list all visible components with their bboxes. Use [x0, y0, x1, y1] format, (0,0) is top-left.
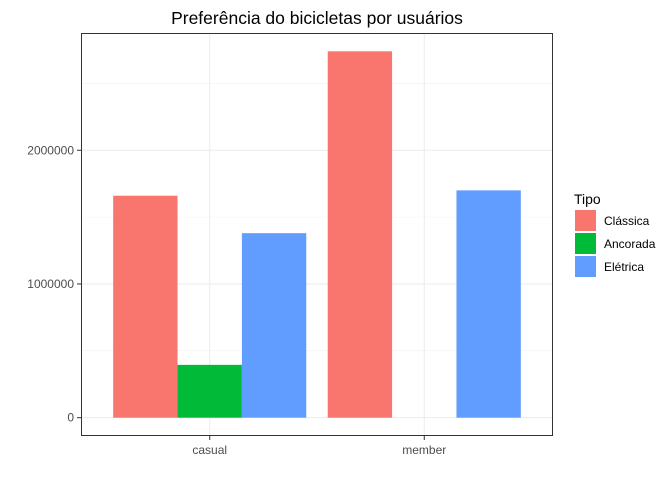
legend-key — [575, 233, 596, 254]
bar-casual-1 — [177, 364, 242, 418]
legend-label: Clássica — [604, 214, 650, 228]
x-axis: casual member — [192, 436, 446, 457]
bars-group — [113, 51, 521, 418]
bar-casual-2 — [241, 233, 307, 418]
x-tick-label: member — [402, 443, 446, 457]
x-tick-label: casual — [192, 443, 227, 457]
y-tick-label: 1000000 — [27, 277, 74, 291]
chart-title: Preferência do bicicletas por usuários — [171, 8, 463, 28]
legend-label: Ancorada — [604, 237, 656, 251]
legend-title: Tipo — [574, 191, 601, 207]
legend-label: Elétrica — [604, 260, 644, 274]
legend: Tipo Clássica Ancorada Elétrica — [574, 191, 656, 277]
plot-panel-border — [81, 33, 553, 436]
bar-casual-0 — [113, 195, 178, 418]
legend-key — [575, 256, 596, 277]
bar-member-0 — [327, 51, 393, 418]
y-axis: 0 1000000 2000000 — [27, 143, 81, 425]
y-tick-label: 0 — [67, 411, 74, 425]
y-tick-label: 2000000 — [27, 143, 74, 157]
legend-key — [575, 210, 596, 231]
bar-member-2 — [456, 190, 521, 418]
